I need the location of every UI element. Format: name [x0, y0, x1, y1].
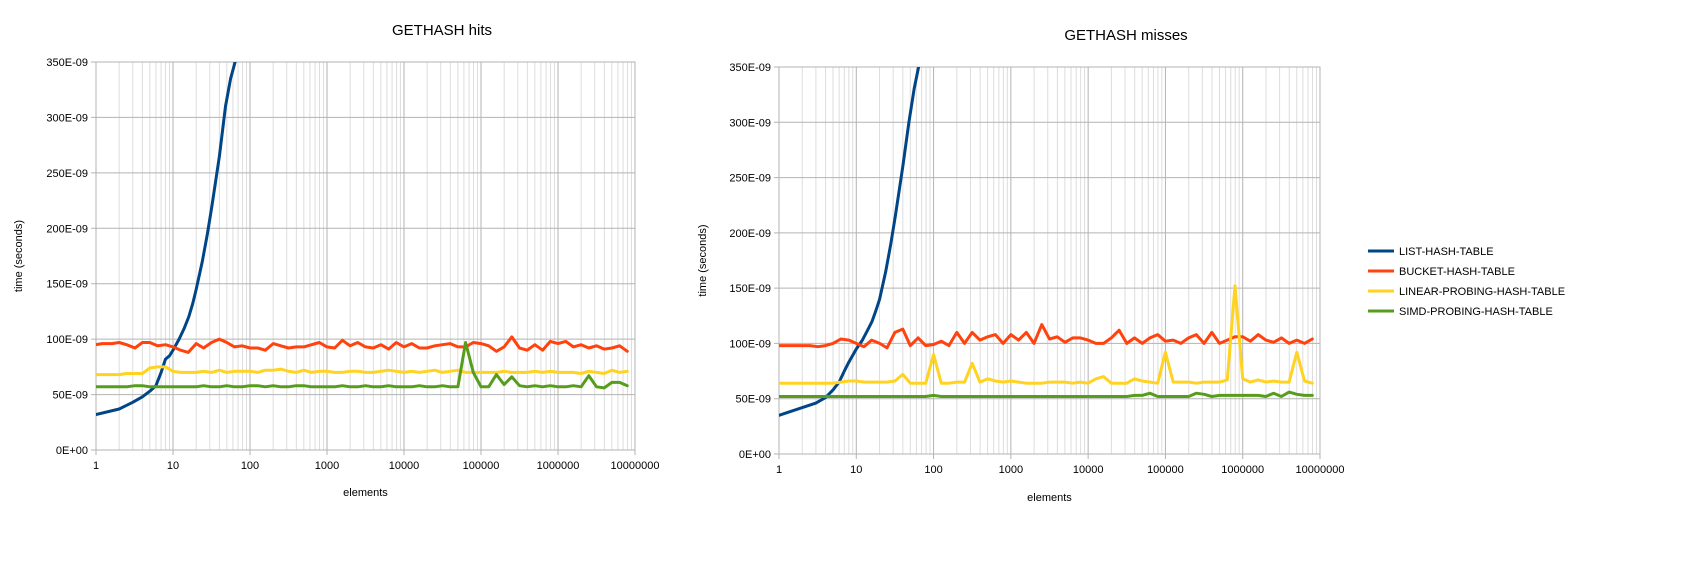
x-tick-label: 1000000: [537, 460, 580, 472]
x-tick-label: 100000: [463, 460, 500, 472]
series-line-simd-probing-hash-table: [96, 341, 629, 390]
y-tick-label: 200E-09: [729, 228, 771, 240]
series-group: [779, 67, 1314, 417]
legend-label: LINEAR-PROBING-HASH-TABLE: [1399, 286, 1565, 298]
y-tick-label: 300E-09: [46, 112, 88, 124]
y-tick-label: 0E+00: [739, 449, 771, 461]
x-tick-label: 1000: [999, 464, 1023, 476]
x-tick-label: 1: [776, 464, 782, 476]
y-tick-label: 150E-09: [46, 279, 88, 291]
chart-title: GETHASH misses: [1064, 27, 1187, 44]
legend-label: BUCKET-HASH-TABLE: [1399, 266, 1515, 278]
series-line-bucket-hash-table: [96, 335, 629, 354]
legend-label: SIMD-PROBING-HASH-TABLE: [1399, 306, 1553, 318]
x-tick-label: 10000000: [1296, 464, 1345, 476]
x-tick-label: 10000000: [611, 460, 660, 472]
y-tick-label: 50E-09: [53, 390, 88, 402]
x-tick-label: 1: [93, 460, 99, 472]
y-axis-label: time (seconds): [697, 224, 709, 296]
chart-title: GETHASH hits: [392, 22, 492, 39]
y-tick-label: 0E+00: [56, 445, 88, 457]
series-line-linear-probing-hash-table: [779, 284, 1314, 385]
chart-gethash-misses: GETHASH misses 1 10 100 1000 10000 100000 1000…: [697, 27, 1344, 504]
plot-area: [778, 66, 1321, 455]
series-line-bucket-hash-table: [779, 323, 1314, 350]
y-tick-label: 150E-09: [729, 283, 771, 295]
x-tick-label: 1000000: [1221, 464, 1264, 476]
plot-area: [95, 61, 636, 451]
x-tick-label: 100: [924, 464, 942, 476]
x-tick-label: 10000: [389, 460, 420, 472]
y-tick-label: 300E-09: [729, 117, 771, 129]
x-tick-label: 10000: [1073, 464, 1104, 476]
y-tick-label: 100E-09: [46, 334, 88, 346]
x-tick-label: 100000: [1147, 464, 1184, 476]
y-axis-label: time (seconds): [13, 220, 25, 292]
y-tick-label: 100E-09: [729, 338, 771, 350]
x-axis-label: elements: [1027, 492, 1072, 504]
x-tick-label: 100: [241, 460, 259, 472]
y-tick-label: 350E-09: [46, 57, 88, 69]
y-tick-label: 200E-09: [46, 223, 88, 235]
legend-label: LIST-HASH-TABLE: [1399, 246, 1494, 258]
y-tick-label: 250E-09: [46, 168, 88, 180]
series-line-list-hash-table: [96, 62, 237, 416]
chart-gethash-hits: GETHASH hits 1 10 100 1000 10000 100000 100000…: [13, 22, 659, 499]
y-tick-label: 50E-09: [736, 394, 771, 406]
y-tick-label: 350E-09: [729, 62, 771, 74]
series-line-linear-probing-hash-table: [96, 365, 629, 377]
x-tick-label: 1000: [315, 460, 339, 472]
x-tick-label: 10: [167, 460, 179, 472]
x-axis-label: elements: [343, 487, 388, 499]
legend: LIST-HASH-TABLE BUCKET-HASH-TABLE LINEAR-P…: [1368, 246, 1565, 318]
series-line-simd-probing-hash-table: [779, 390, 1314, 398]
y-tick-label: 250E-09: [729, 173, 771, 185]
series-group: [96, 62, 629, 416]
x-tick-label: 10: [850, 464, 862, 476]
